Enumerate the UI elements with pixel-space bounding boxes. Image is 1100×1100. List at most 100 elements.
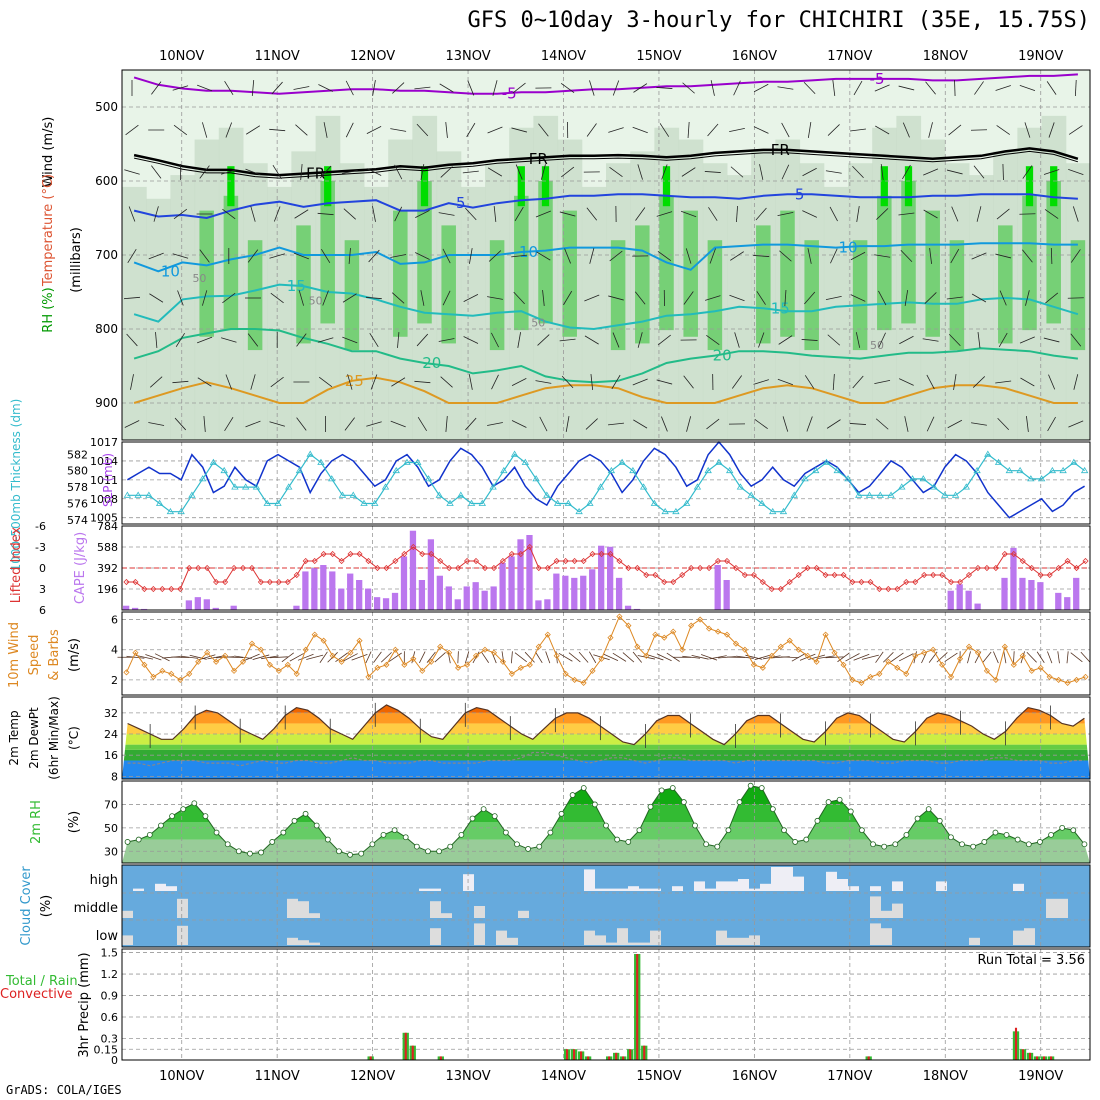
precip-convective-bar — [867, 1056, 870, 1060]
wind-barb — [318, 376, 333, 388]
lifted-index-marker — [894, 585, 901, 593]
cape-bar — [633, 608, 641, 610]
wind-barb — [172, 253, 189, 259]
precip-convective-bar — [439, 1056, 442, 1060]
rh-marker — [425, 848, 431, 855]
rh-marker — [224, 841, 231, 848]
lifted-index-marker — [123, 578, 130, 586]
rh-marker — [714, 843, 721, 850]
rh-marker — [324, 836, 331, 843]
rh-shade — [267, 186, 292, 440]
surface-wind-barb — [434, 652, 446, 663]
wind-barb — [807, 248, 812, 264]
contour-label: 10 — [838, 239, 857, 257]
isotherm-minus5 — [133, 73, 1078, 95]
cloud-level-label: low — [96, 929, 119, 944]
wind-barb — [709, 248, 716, 264]
wind-barb — [203, 415, 206, 433]
rh-marker — [725, 827, 732, 834]
wind-speed-marker — [948, 673, 955, 680]
date-label-bottom: 18NOV — [923, 1069, 968, 1084]
isotherm-t25 — [133, 376, 1078, 404]
wind-barb — [465, 207, 477, 221]
wind-barb — [589, 248, 595, 264]
wind-speed-marker — [410, 655, 417, 662]
lifted-index-marker — [571, 557, 578, 565]
wind-barb — [781, 122, 790, 138]
thickness-marker — [306, 450, 314, 457]
surface-wind-barb — [647, 654, 664, 661]
thickness-marker — [553, 499, 562, 506]
surface-wind-barb — [306, 654, 324, 660]
wind-barb — [466, 122, 476, 138]
contour-label: 50 — [870, 339, 884, 352]
lifted-index-marker — [732, 564, 740, 572]
wind-barb — [512, 82, 526, 94]
lifted-index-tick-label: 6 — [39, 604, 46, 617]
wind-barb — [535, 380, 552, 384]
surface-wind-barb — [861, 654, 879, 660]
wind-speed-marker — [750, 661, 757, 668]
wind-barb — [487, 126, 503, 134]
wind-speed-marker — [634, 643, 641, 650]
surface-wind-barb — [501, 651, 505, 664]
date-label-top: 13NOV — [445, 49, 490, 64]
wind-barb — [802, 167, 817, 177]
surface-wind-barb — [343, 653, 358, 662]
rh-marker — [547, 829, 554, 836]
wind-barb — [174, 417, 187, 431]
lifted-index-marker — [230, 564, 238, 572]
ylabel-precip-total: Total / Rain — [5, 974, 78, 989]
wind-barb — [971, 422, 987, 426]
contour-label: 5 — [456, 194, 466, 212]
wind-barb — [300, 163, 303, 181]
rh-marker — [1003, 831, 1010, 838]
wind-barb — [1072, 206, 1079, 222]
rh-marker — [436, 848, 443, 855]
lifted-index-marker — [195, 564, 202, 572]
wind-barb — [973, 165, 985, 179]
wind-barb — [829, 206, 838, 222]
rh-shade-wet — [1070, 240, 1086, 351]
thickness-marker — [736, 483, 745, 490]
rh-shade-wet — [441, 225, 456, 344]
wind-speed-marker — [1037, 664, 1044, 671]
lifted-index-marker — [723, 557, 731, 565]
pressure-tick-label: 900 — [95, 396, 118, 410]
cape-bar — [615, 577, 623, 610]
wind-barb — [657, 334, 671, 346]
cloud-bar-high — [430, 888, 441, 891]
cape-bar — [320, 565, 327, 610]
slp-tick-label: 1008 — [90, 493, 118, 506]
rh-marker — [881, 843, 888, 850]
wind-tick-label: 6 — [111, 614, 118, 627]
wind-barb — [390, 420, 406, 428]
wind-speed-marker — [992, 676, 999, 683]
thickness-marker — [812, 466, 820, 474]
wind-barb — [953, 374, 957, 390]
chart-title: GFS 0~10day 3-hourly for CHICHIRI (35E, … — [467, 8, 1090, 33]
cape-bar — [1073, 577, 1080, 610]
thickness-tick-label: 582 — [67, 448, 88, 461]
wind-speed-marker — [1010, 661, 1017, 668]
cloud-bar-high — [705, 888, 716, 891]
thickness-marker — [1048, 466, 1057, 474]
wind-barb — [777, 211, 794, 217]
wind-barb — [415, 210, 430, 218]
surface-wind-barb — [1080, 651, 1091, 663]
wind-speed-marker — [419, 667, 426, 674]
cloud-bar-low — [1024, 928, 1035, 945]
wind-barb — [708, 207, 718, 221]
wind-speed-marker — [652, 631, 659, 638]
surface-wind-barb — [944, 652, 958, 662]
precip-convective-bar — [404, 1032, 407, 1060]
cloud-bar-low — [727, 937, 738, 945]
cloud-bar-low — [177, 925, 188, 945]
cloud-bar-low — [969, 937, 980, 945]
rh-marker — [313, 822, 320, 829]
surface-wind-barb — [447, 651, 451, 664]
cloud-bar-low — [606, 942, 617, 945]
thickness-marker — [231, 483, 239, 490]
thickness-marker — [865, 491, 874, 498]
wind-barb — [250, 206, 256, 222]
